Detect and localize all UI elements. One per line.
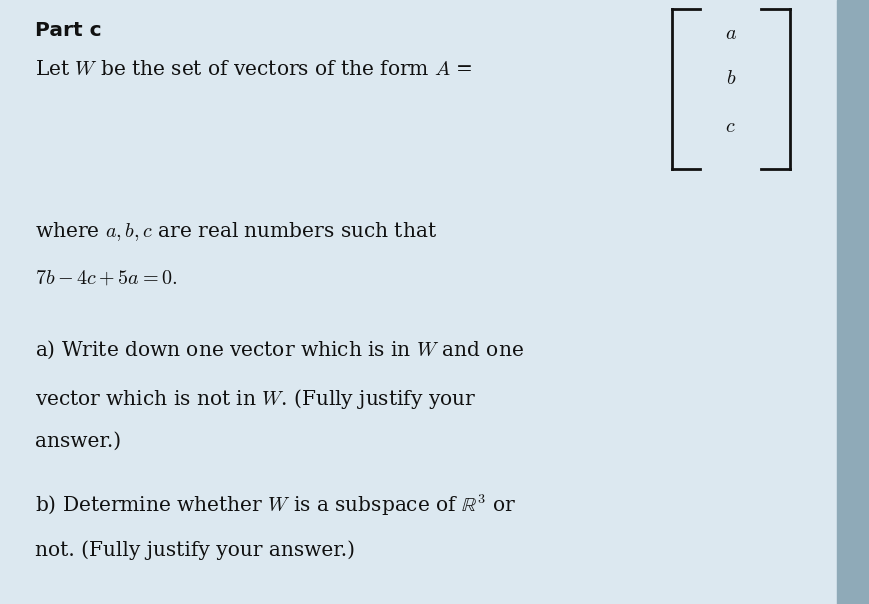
Bar xyxy=(836,0,869,604)
Text: answer.): answer.) xyxy=(35,432,121,451)
Text: a) Write down one vector which is in $W$ and one: a) Write down one vector which is in $W$… xyxy=(35,338,523,361)
Text: $7b - 4c + 5a = 0.$: $7b - 4c + 5a = 0.$ xyxy=(35,269,177,288)
Text: Part c: Part c xyxy=(35,21,102,40)
Text: vector which is not in $W$. (Fully justify your: vector which is not in $W$. (Fully justi… xyxy=(35,387,475,411)
Text: where $a, b, c$ are real numbers such that: where $a, b, c$ are real numbers such th… xyxy=(35,220,436,243)
Text: Let $W$ be the set of vectors of the form $A$ =: Let $W$ be the set of vectors of the for… xyxy=(35,60,472,79)
Text: $a$: $a$ xyxy=(724,24,736,43)
Text: $b$: $b$ xyxy=(725,69,735,88)
Text: not. (Fully justify your answer.): not. (Fully justify your answer.) xyxy=(35,541,355,561)
Text: $c$: $c$ xyxy=(725,117,735,136)
Text: b) Determine whether $W$ is a subspace of $\mathbb{R}^3$ or: b) Determine whether $W$ is a subspace o… xyxy=(35,492,515,518)
